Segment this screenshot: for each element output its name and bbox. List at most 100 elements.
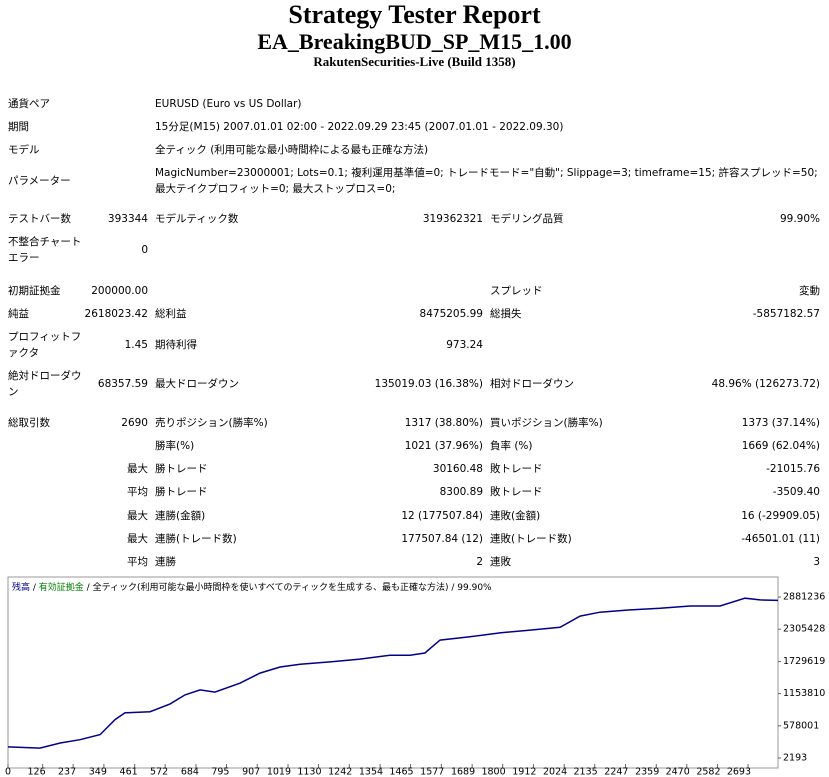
stat-label: 総取引数 <box>8 417 50 429</box>
setting-value: 全ティック (利用可能な最小時間枠による最も正確な方法) <box>155 144 429 156</box>
x-tick-label: 349 <box>89 767 107 777</box>
stat-prefix: 最大 <box>127 463 148 475</box>
x-tick-label: 1912 <box>512 767 536 777</box>
stat-value: 1.45 <box>124 339 148 351</box>
stat-value: 135019.03 (16.38%) <box>374 378 483 390</box>
stat-label: 総利益 <box>155 308 187 320</box>
stat-label: プロフィットファクタ <box>8 331 82 359</box>
stat-value: 99.90% <box>779 213 820 225</box>
y-tick-label: 2193 <box>783 753 807 764</box>
stat-value: 8475205.99 <box>419 308 483 320</box>
build-info: RakutenSecurities-Live (Build 1358) <box>313 54 516 69</box>
report-title: Strategy Tester Report <box>288 0 541 29</box>
x-tick-label: 572 <box>150 767 168 777</box>
stat-value: 16 (-29909.05) <box>741 510 820 522</box>
stat-label: 敗トレード <box>490 486 543 498</box>
balance-line <box>7 597 779 749</box>
stat-label: 連勝(トレード数) <box>155 533 237 545</box>
setting-label: 期間 <box>8 121 29 133</box>
x-tick-label: 907 <box>242 767 260 777</box>
stat-label: 敗トレード <box>490 463 543 475</box>
x-tick-label: 1577 <box>420 767 444 777</box>
stat-prefix: 最大 <box>127 533 148 545</box>
setting-label: 通貨ペア <box>8 98 50 110</box>
stat-value: 12 (177507.84) <box>401 510 483 522</box>
y-tick-label: 1153810 <box>783 688 825 699</box>
stat-label: 最大ドローダウン <box>155 378 239 390</box>
stat-value: 2690 <box>121 417 148 429</box>
x-tick-label: 2470 <box>666 767 690 777</box>
stat-value: 変動 <box>799 285 820 297</box>
x-tick-label: 1242 <box>328 767 352 777</box>
setting-label: モデル <box>8 144 40 156</box>
stat-label: 勝トレード <box>155 486 208 498</box>
stat-value: 30160.48 <box>432 463 483 475</box>
stat-value: 973.24 <box>446 339 483 351</box>
stat-value: 8300.89 <box>439 486 483 498</box>
chart-frame <box>7 576 779 769</box>
stat-value: 200000.00 <box>91 285 148 297</box>
stat-label: 連勝(金額) <box>155 510 206 522</box>
y-tick-label: 578001 <box>783 720 819 731</box>
x-tick-label: 2135 <box>574 767 598 777</box>
stat-value: -3509.40 <box>772 486 820 498</box>
stat-label: 連敗(トレード数) <box>490 533 572 545</box>
stat-prefix: 最大 <box>127 510 148 522</box>
stat-label: モデルティック数 <box>155 213 239 225</box>
stat-label: 絶対ドローダウン <box>8 370 82 398</box>
stat-prefix: 平均 <box>127 556 148 568</box>
stat-label: 初期証拠金 <box>8 285 61 297</box>
x-tick-label: 2024 <box>543 767 567 777</box>
stat-value: 319362321 <box>422 213 483 225</box>
x-tick-label: 2247 <box>604 767 628 777</box>
stat-value: 3 <box>813 556 820 568</box>
x-tick-label: 1465 <box>389 767 413 777</box>
stat-value: 393344 <box>107 213 148 225</box>
x-tick-label: 1130 <box>297 767 321 777</box>
stat-label: 総損失 <box>490 308 522 320</box>
stat-label: 売りポジション(勝率%) <box>155 417 268 429</box>
stat-value: 48.96% (126273.72) <box>711 378 820 390</box>
stat-value: 0 <box>141 244 148 256</box>
stat-label: テストバー数 <box>8 213 71 225</box>
x-tick-label: 237 <box>58 767 76 777</box>
stat-label: 連勝 <box>155 556 176 568</box>
report-subtitle: EA_BreakingBUD_SP_M15_1.00 <box>257 29 572 54</box>
legend-equity: 有効証拠金 <box>38 583 84 593</box>
x-tick-label: 1354 <box>359 767 383 777</box>
x-tick-label: 461 <box>120 767 138 777</box>
x-tick-label: 2359 <box>635 767 659 777</box>
y-tick-label: 2305428 <box>783 624 825 635</box>
stat-prefix: 平均 <box>127 486 148 498</box>
legend-separator: / <box>30 583 39 593</box>
stat-label: スプレッド <box>490 285 543 297</box>
y-tick-label: 2881236 <box>783 592 825 603</box>
stat-value: -21015.76 <box>766 463 820 475</box>
setting-label: パラメーター <box>8 175 71 187</box>
x-tick-label: 2693 <box>727 767 751 777</box>
x-tick-label: 1019 <box>267 767 291 777</box>
x-tick-label: 0 <box>5 767 11 777</box>
setting-value: 15分足(M15) 2007.01.01 02:00 - 2022.09.29 … <box>155 121 564 133</box>
stat-label: 不整合チャートエラー <box>8 236 82 264</box>
chart-legend: 残高 / 有効証拠金 / 全ティック(利用可能な最小時間枠を使いすべてのティック… <box>12 580 492 593</box>
stat-label: 勝トレード <box>155 463 208 475</box>
stat-label: 買いポジション(勝率%) <box>490 417 603 429</box>
x-tick-label: 126 <box>27 767 45 777</box>
stat-value: -5857182.57 <box>752 308 820 320</box>
stat-value: 2 <box>476 556 483 568</box>
stat-label: 負率 (%) <box>490 440 533 452</box>
x-tick-label: 795 <box>211 767 229 777</box>
stat-value: 2618023.42 <box>84 308 148 320</box>
stat-value: 1317 (38.80%) <box>404 417 483 429</box>
stat-label: 勝率(%) <box>155 440 195 452</box>
stat-label: 期待利得 <box>155 339 197 351</box>
x-tick-label: 1800 <box>481 767 505 777</box>
legend-model: 全ティック(利用可能な最小時間枠を使いすべてのティックを生成する、最も正確な方法… <box>92 583 449 593</box>
setting-value: EURUSD (Euro vs US Dollar) <box>155 98 302 110</box>
setting-value: MagicNumber=23000001; Lots=0.1; 複利運用基準値=… <box>155 167 818 195</box>
stat-label: 純益 <box>8 308 29 320</box>
legend-separator: / <box>83 583 93 593</box>
